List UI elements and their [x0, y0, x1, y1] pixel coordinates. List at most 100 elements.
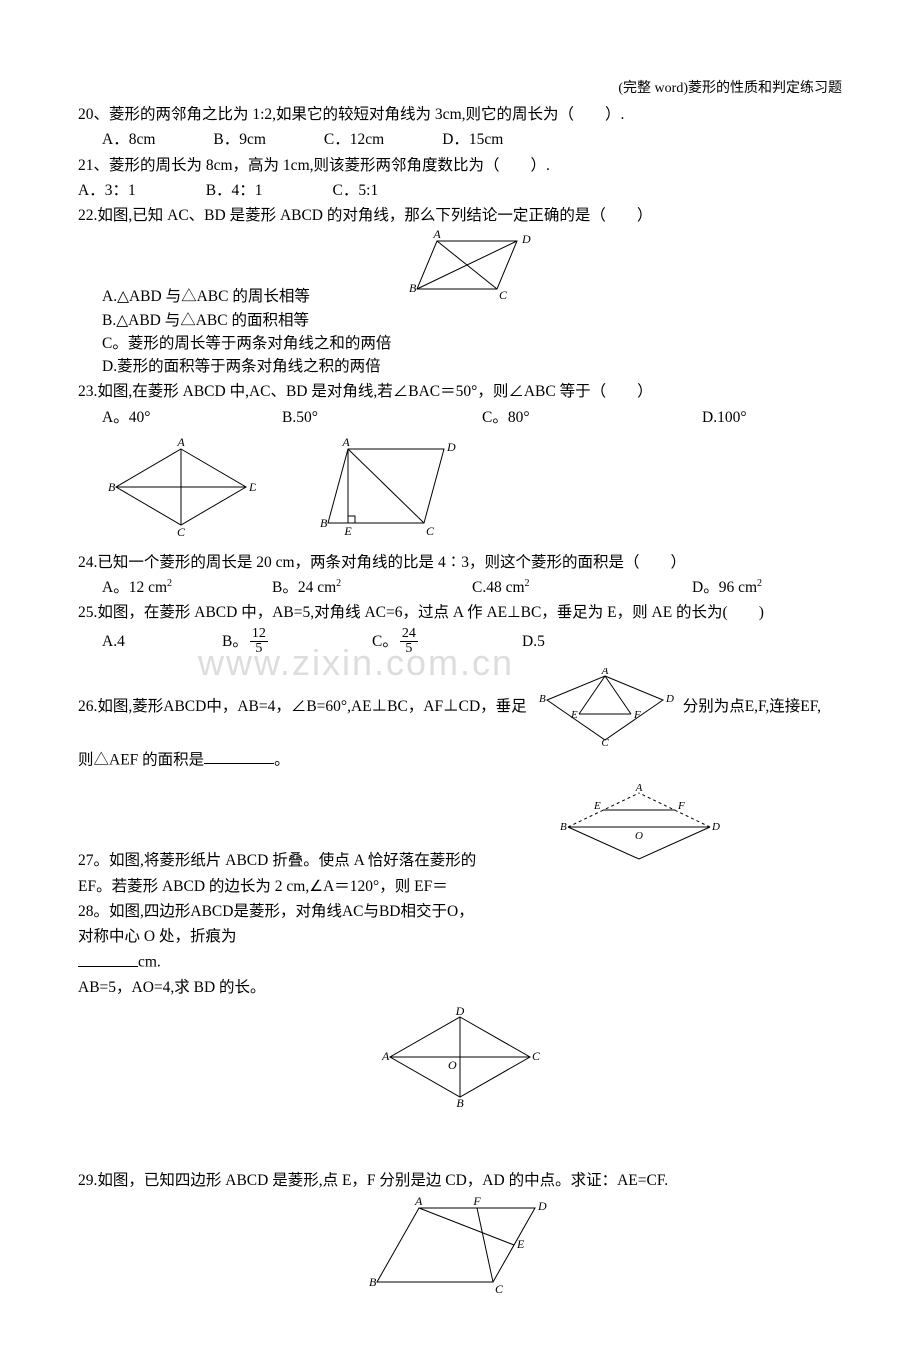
svg-text:E: E: [593, 800, 601, 812]
svg-text:E: E: [516, 1237, 525, 1251]
q21-opt-c: C．5:1: [333, 179, 379, 202]
q24-opt-c: C.48 cm2: [472, 576, 692, 599]
q22-opt-c: C。菱形的周长等于两条对角线之和的两倍: [78, 332, 391, 355]
q25-opt-a: A.4: [102, 630, 222, 653]
q20-opt-c: C．12cm: [324, 128, 384, 151]
svg-text:C: C: [601, 737, 609, 746]
question-23: 23.如图,在菱形 ABCD 中,AC、BD 是对角线,若∠BAC＝50°，则∠…: [78, 380, 842, 403]
q23-opt-c: C。80°: [482, 406, 702, 429]
question-24: 24.已知一个菱形的周长是 20 cm，两条对角线的比是 4∶3，则这个菱形的面…: [78, 551, 842, 574]
question-26: 26.如图,菱形ABCD中，AB=4，∠B=60°,AE⊥BC，AF⊥CD，垂足…: [78, 668, 842, 746]
q23-opt-a: A。40°: [102, 406, 282, 429]
q20-opt-b: B．9cm: [213, 128, 266, 151]
q28-figure: D A C B O: [78, 1007, 842, 1114]
q24-opt-b: B。24 cm2: [272, 576, 472, 599]
q21-options: A．3：1 B．4：1 C．5:1: [78, 179, 842, 202]
q26-blank[interactable]: [204, 748, 274, 765]
q23-opt-b: B.50°: [282, 406, 482, 429]
svg-text:C: C: [532, 1049, 540, 1063]
q24-options: A。12 cm2 B。24 cm2 C.48 cm2 D。96 cm2: [78, 576, 842, 599]
q27-blank[interactable]: [78, 950, 138, 967]
svg-text:E: E: [343, 524, 352, 537]
svg-text:E: E: [570, 709, 578, 721]
q22-figure: A D B C: [397, 229, 537, 301]
q24-opt-a: A。12 cm2: [102, 576, 272, 599]
question-22: 22.如图,已知 AC、BD 是菱形 ABCD 的对角线，那么下列结论一定正确的…: [78, 204, 842, 227]
svg-text:A: A: [341, 437, 350, 449]
q24-opt-d: D。96 cm2: [692, 576, 762, 599]
svg-text:F: F: [677, 800, 685, 812]
question-29: 29.如图，已知四边形 ABCD 是菱形,点 E，F 分别是边 CD，AD 的中…: [78, 1169, 842, 1192]
svg-text:B: B: [560, 821, 567, 833]
q22-text: 22.如图,已知 AC、BD 是菱形 ABCD 的对角线，那么下列结论一定正确的…: [78, 207, 652, 224]
q23-text: 23.如图,在菱形 ABCD 中,AC、BD 是对角线,若∠BAC＝50°，则∠…: [78, 383, 653, 400]
q21-opt-b: B．4：1: [206, 179, 263, 202]
svg-text:A: A: [414, 1196, 423, 1208]
q27-q28-block: 27。如图,将菱形纸片 ABCD 折叠。使点 A 恰好落在菱形的 EF。若菱形 …: [78, 783, 842, 1001]
q27-l1b: 对称中心 O 处，折痕为: [78, 925, 842, 948]
q25-opt-c: C。 245: [372, 627, 522, 656]
q22-body: A.△ABD 与△ABC 的周长相等 B.△ABD 与△ABC 的面积相等 C。…: [78, 229, 842, 378]
svg-text:A: A: [433, 229, 442, 241]
svg-text:D: D: [455, 1007, 465, 1018]
q22-opt-a: A.△ABD 与△ABC 的周长相等: [78, 285, 391, 308]
svg-text:B: B: [539, 693, 546, 705]
svg-text:F: F: [472, 1196, 481, 1208]
svg-text:F: F: [633, 709, 641, 721]
q29-figure: A F D E B C: [78, 1196, 842, 1303]
q20-opt-a: A．8cm: [102, 128, 155, 151]
svg-text:A: A: [176, 437, 185, 449]
svg-text:D: D: [446, 440, 456, 454]
svg-text:O: O: [635, 830, 643, 842]
q25-opt-d: D.5: [522, 630, 545, 653]
q28-l1a: 28。如图,四边形ABCD是菱形，对角线AC与BD相交于O，: [78, 900, 558, 923]
q23-figures: A B C D A D B E C: [78, 437, 842, 537]
svg-text:D: D: [711, 821, 720, 833]
svg-text:C: C: [426, 524, 435, 537]
svg-text:B: B: [320, 516, 328, 530]
svg-text:D: D: [521, 232, 531, 246]
svg-text:B: B: [409, 281, 417, 295]
q25-opt-b: B。 125: [222, 627, 372, 656]
q25-text: 25.如图，在菱形 ABCD 中，AB=5,对角线 AC=6，过点 A 作 AE…: [78, 604, 764, 621]
q23-figure-1: A B C D: [106, 437, 256, 537]
q20-text: 20、菱形的两邻角之比为 1:2,如果它的较短对角线为 3cm,则它的周长为（ …: [78, 106, 624, 123]
q23-options: A。40° B.50° C。80° D.100°: [78, 406, 842, 429]
q23-figure-2: A D B E C: [316, 437, 466, 537]
q21-opt-a: A．3：1: [78, 179, 136, 202]
q27-l2a: EF。若菱形 ABCD 的边长为 2 cm,∠A＝120°，则 EF＝: [78, 875, 558, 898]
svg-text:C: C: [177, 525, 186, 537]
q21-text: 21、菱形的周长为 8cm，高为 1cm,则该菱形两邻角度数比为（ ）.: [78, 157, 550, 174]
q26-figure: A B D C E F: [535, 668, 675, 746]
question-21: 21、菱形的周长为 8cm，高为 1cm,则该菱形两邻角度数比为（ ）.: [78, 154, 842, 177]
svg-text:D: D: [248, 480, 256, 494]
page-header: (完整 word)菱形的性质和判定练习题: [78, 78, 842, 99]
svg-text:A: A: [381, 1049, 390, 1063]
q27-l1a: 27。如图,将菱形纸片 ABCD 折叠。使点 A 恰好落在菱形的: [78, 849, 558, 872]
svg-text:D: D: [537, 1199, 547, 1213]
svg-text:B: B: [369, 1275, 377, 1289]
q20-options: A．8cm B．9cm C．12cm D．15cm: [78, 128, 842, 151]
q20-opt-d: D．15cm: [442, 128, 503, 151]
svg-text:C: C: [499, 288, 508, 301]
q28-l1b: AB=5，AO=4,求 BD 的长。: [78, 976, 842, 999]
q23-opt-d: D.100°: [702, 406, 747, 429]
svg-text:B: B: [456, 1096, 464, 1107]
question-20: 20、菱形的两邻角之比为 1:2,如果它的较短对角线为 3cm,则它的周长为（ …: [78, 103, 842, 126]
q27-l2b: cm.: [78, 950, 842, 974]
svg-text:C: C: [495, 1282, 504, 1296]
question-25: 25.如图，在菱形 ABCD 中，AB=5,对角线 AC=6，过点 A 作 AE…: [78, 601, 842, 624]
q25-options: A.4 B。 125 C。 245 D.5: [78, 627, 842, 656]
q29-text: 29.如图，已知四边形 ABCD 是菱形,点 E，F 分别是边 CD，AD 的中…: [78, 1172, 668, 1189]
q26-line2: 则△AEF 的面积是。: [78, 748, 842, 772]
svg-text:A: A: [635, 783, 643, 794]
q27-figure: A E F B D O: [558, 783, 720, 865]
q22-opt-d: D.菱形的面积等于两条对角线之积的两倍: [78, 355, 391, 378]
svg-text:A: A: [600, 668, 608, 677]
svg-text:O: O: [448, 1058, 457, 1072]
q24-text: 24.已知一个菱形的周长是 20 cm，两条对角线的比是 4∶3，则这个菱形的面…: [78, 554, 686, 571]
svg-text:B: B: [108, 480, 116, 494]
q22-opt-b: B.△ABD 与△ABC 的面积相等: [78, 309, 391, 332]
q26-pre: 26.如图,菱形ABCD中，AB=4，∠B=60°,AE⊥BC，AF⊥CD，垂足: [78, 695, 527, 718]
q26-post: 分别为点E,F,连接EF,: [683, 695, 821, 718]
